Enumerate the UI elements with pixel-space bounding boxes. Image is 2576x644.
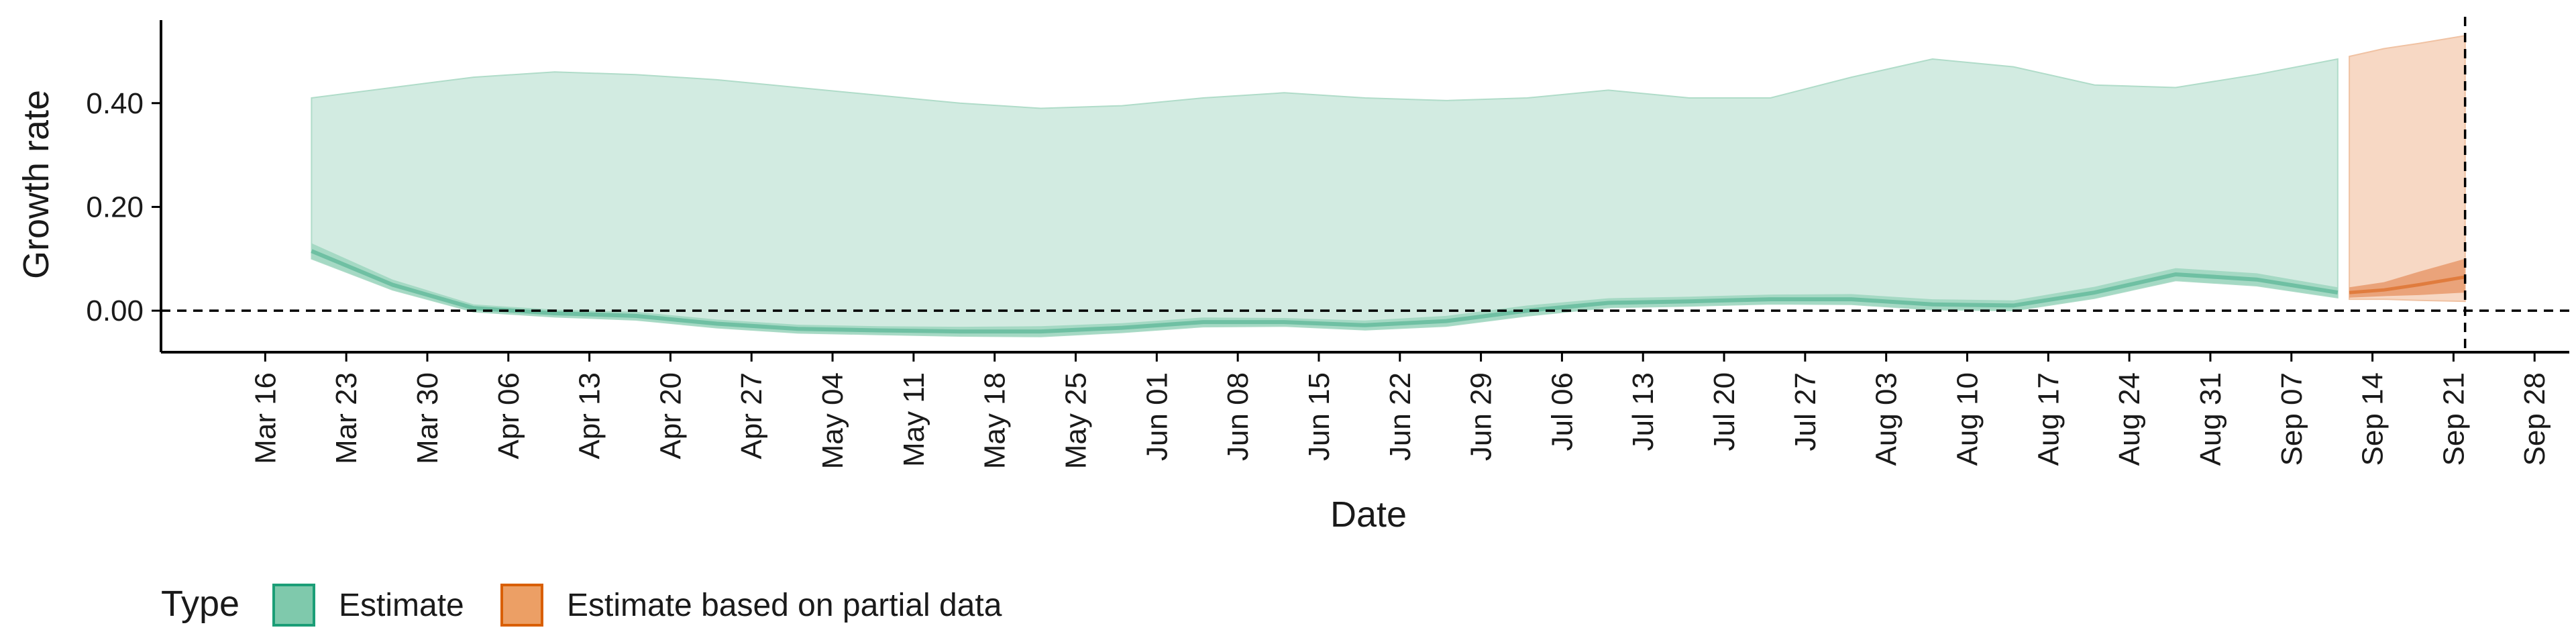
x-tick-label: Aug 31: [2194, 372, 2227, 466]
legend: Type Estimate Estimate based on partial …: [161, 584, 1002, 627]
partial-inner-band: [2349, 258, 2465, 298]
x-tick-label: Jul 06: [1546, 372, 1578, 451]
x-tick-label: Sep 21: [2437, 372, 2470, 466]
x-tick-label: Apr 13: [574, 372, 606, 460]
x-tick-label: Jun 08: [1222, 372, 1254, 461]
x-tick-label: Mar 23: [330, 372, 363, 464]
x-tick-label: Aug 17: [2032, 372, 2065, 466]
x-tick-label: Jul 27: [1789, 372, 1822, 451]
x-tick-label: Sep 14: [2357, 372, 2390, 466]
x-tick-label: Jun 22: [1384, 372, 1417, 461]
x-tick-label: Jun 01: [1140, 372, 1173, 461]
x-tick-label: Apr 06: [492, 372, 525, 460]
x-tick-label: May 11: [898, 372, 930, 467]
x-tick-label: Aug 03: [1870, 372, 1903, 466]
legend-label-partial: Estimate based on partial data: [567, 588, 1002, 623]
y-axis-title: Growth rate: [16, 90, 56, 279]
partial-median-line: [2349, 275, 2466, 294]
x-tick-label: May 04: [816, 372, 849, 469]
x-tick-label: Mar 16: [249, 372, 282, 464]
legend-swatch-partial: [500, 584, 543, 627]
legend-title: Type: [161, 584, 239, 624]
legend-swatch-estimate: [272, 584, 315, 627]
x-tick-label: Jul 13: [1627, 372, 1660, 451]
legend-label-estimate: Estimate: [339, 588, 464, 623]
x-tick-label: Aug 24: [2113, 372, 2146, 466]
x-tick-label: Sep 28: [2518, 372, 2551, 466]
x-tick-label: Mar 30: [411, 372, 444, 464]
x-tick-label: Jul 20: [1708, 372, 1741, 451]
x-tick-label: May 18: [979, 372, 1012, 469]
x-tick-label: Apr 20: [654, 372, 687, 460]
x-tick-label: Sep 07: [2275, 372, 2308, 466]
x-tick-label: Jun 15: [1303, 372, 1336, 461]
plot-area: [161, 17, 2569, 352]
partial-outer-band: [2349, 35, 2466, 303]
y-tick-label: 0.00: [86, 294, 144, 327]
x-axis-title: Date: [1330, 494, 1407, 535]
x-tick-label: Jun 29: [1465, 372, 1498, 461]
x-tick-label: Aug 10: [1951, 372, 1984, 466]
axes: 0.00 0.20 0.40 Mar 16 Mar 23 Mar 30 Apr 06 Apr …: [86, 20, 2569, 469]
y-tick-label: 0.40: [86, 87, 144, 120]
estimate-outer-band: [311, 58, 2339, 337]
x-tick-label: Apr 27: [735, 372, 768, 460]
y-tick-label: 0.20: [86, 191, 144, 223]
estimate-median-line: [311, 249, 2339, 334]
x-tick-label: May 25: [1060, 372, 1093, 469]
